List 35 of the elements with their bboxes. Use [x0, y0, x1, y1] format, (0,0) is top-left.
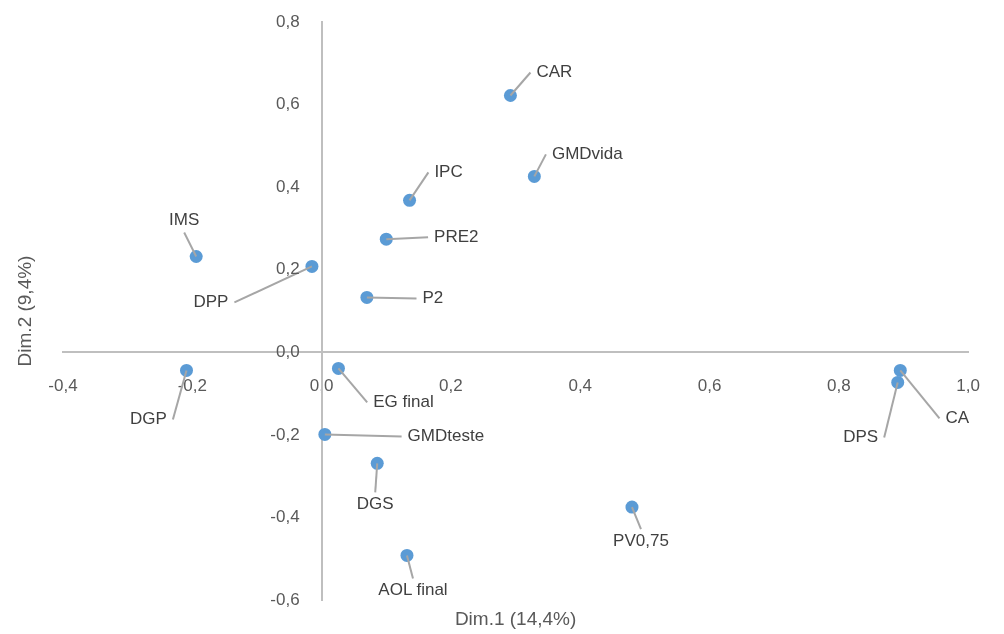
y-tick-label: 0,0	[275, 341, 300, 361]
annotation: P2	[422, 288, 444, 308]
annotation: CAR	[536, 62, 573, 82]
annotation: IPC	[434, 162, 463, 182]
point	[403, 193, 417, 207]
annotation: GMDvida	[551, 144, 624, 164]
annotation: DPP	[193, 292, 229, 312]
annotation: DGS	[356, 494, 394, 514]
annotation: PV0,75	[613, 530, 669, 550]
annotation: IMS	[169, 210, 200, 230]
annotation: DPS	[843, 427, 879, 447]
x-tick-label: -0,2	[177, 376, 207, 396]
x-tick-label: 0,8	[827, 376, 851, 396]
x-tick-label: 0,2	[439, 376, 463, 396]
point	[503, 88, 517, 102]
annotation: EG final	[373, 392, 434, 412]
y-tick-label: 0,4	[275, 176, 300, 196]
annotation: AOL final	[378, 580, 448, 600]
annotation: PRE2	[434, 226, 479, 246]
x-tick-label: 1,0	[956, 376, 980, 396]
annotation: CA	[945, 408, 970, 428]
x-tick-label: 0,4	[568, 376, 593, 396]
x-axis-title: Dim.1 (14,4%)	[454, 608, 577, 630]
y-tick-label: 0,2	[275, 259, 300, 279]
y-tick-label: 0,6	[275, 94, 300, 114]
x-tick-label: -0,4	[48, 376, 78, 396]
point	[189, 250, 203, 263]
annotation: DGP	[130, 409, 167, 429]
y-tick-label: -0,4	[270, 507, 300, 527]
y-tick-label: -0,6	[270, 589, 300, 609]
annotation: GMDteste	[407, 426, 485, 446]
y-tick-label: 0,8	[275, 11, 300, 31]
y-tick-label: -0,2	[270, 424, 300, 444]
x-tick-label: 0,6	[697, 376, 722, 396]
y-axis-title: Dim.2 (9,4%)	[14, 255, 36, 367]
